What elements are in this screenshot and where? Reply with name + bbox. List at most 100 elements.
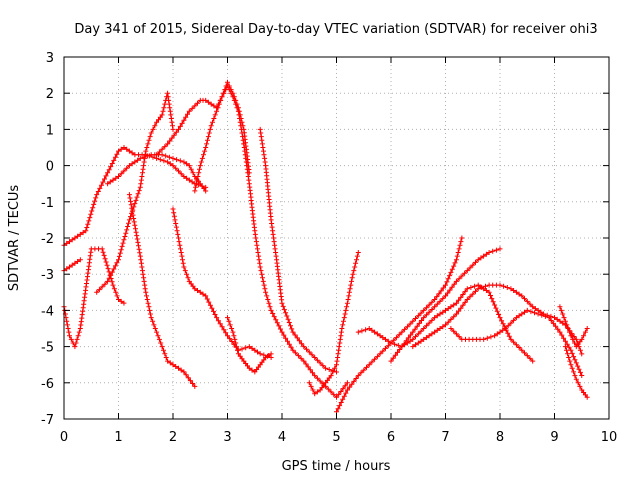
plus-marker bbox=[64, 322, 70, 328]
plus-marker bbox=[519, 347, 525, 353]
plus-marker bbox=[135, 157, 141, 163]
plus-marker bbox=[429, 331, 435, 337]
plus-marker bbox=[80, 230, 86, 236]
plus-marker bbox=[530, 358, 536, 364]
x-tick-label: 9 bbox=[550, 430, 558, 445]
plus-marker bbox=[524, 307, 530, 313]
plus-marker bbox=[500, 321, 506, 327]
plus-marker bbox=[72, 235, 78, 241]
plus-marker bbox=[165, 358, 171, 364]
plus-marker bbox=[97, 185, 103, 191]
plus-marker bbox=[132, 201, 138, 207]
plus-marker bbox=[186, 177, 192, 183]
plus-marker bbox=[493, 247, 499, 253]
plus-marker bbox=[136, 188, 142, 194]
plus-marker bbox=[301, 344, 307, 350]
plus-marker bbox=[579, 336, 585, 342]
plus-marker bbox=[335, 406, 341, 412]
plus-marker bbox=[143, 148, 149, 154]
plus-marker bbox=[147, 311, 153, 317]
plus-marker bbox=[366, 362, 372, 368]
plus-marker bbox=[527, 301, 533, 307]
plus-marker bbox=[155, 333, 161, 339]
plus-marker bbox=[346, 289, 352, 295]
plus-marker bbox=[112, 154, 118, 160]
plus-marker bbox=[136, 246, 142, 252]
plus-marker bbox=[267, 304, 273, 310]
plus-marker bbox=[124, 146, 130, 152]
plus-marker bbox=[449, 284, 455, 290]
plus-marker bbox=[157, 157, 163, 163]
plus-marker bbox=[454, 253, 460, 259]
plus-marker bbox=[458, 239, 464, 245]
plus-marker bbox=[481, 253, 487, 259]
plus-marker bbox=[143, 289, 149, 295]
plus-marker bbox=[296, 338, 302, 344]
plus-marker bbox=[222, 87, 228, 93]
plus-marker bbox=[154, 152, 160, 158]
plus-marker bbox=[560, 320, 566, 326]
plus-marker bbox=[456, 308, 462, 314]
plus-marker bbox=[283, 335, 289, 341]
plus-marker bbox=[440, 296, 446, 302]
plus-marker bbox=[320, 363, 326, 369]
plus-marker bbox=[345, 297, 351, 302]
plus-marker bbox=[566, 355, 572, 360]
plus-marker bbox=[168, 112, 174, 118]
plus-marker bbox=[197, 166, 202, 172]
plus-marker bbox=[558, 307, 564, 313]
plus-marker bbox=[443, 282, 448, 288]
plus-marker bbox=[519, 293, 525, 299]
plus-marker bbox=[550, 320, 556, 326]
plus-marker bbox=[571, 354, 577, 360]
plus-marker bbox=[570, 336, 576, 342]
plus-marker bbox=[110, 177, 116, 183]
plus-marker bbox=[64, 240, 70, 246]
plus-marker bbox=[475, 286, 481, 292]
plus-marker bbox=[188, 166, 194, 172]
plus-marker bbox=[178, 367, 184, 373]
plus-marker bbox=[96, 287, 102, 293]
plus-marker bbox=[455, 250, 461, 255]
plus-marker bbox=[286, 320, 292, 325]
x-tick-label: 6 bbox=[387, 430, 395, 445]
plus-marker bbox=[560, 311, 566, 317]
plus-marker bbox=[128, 202, 134, 208]
plus-marker bbox=[567, 358, 573, 364]
plus-marker bbox=[445, 276, 451, 282]
plus-marker bbox=[228, 87, 234, 93]
plus-marker bbox=[309, 352, 315, 358]
plus-marker bbox=[181, 159, 187, 165]
plus-marker bbox=[233, 97, 239, 103]
plus-marker bbox=[293, 350, 299, 356]
plus-marker bbox=[456, 297, 462, 303]
plus-marker bbox=[500, 327, 506, 333]
plus-marker bbox=[230, 90, 236, 96]
plus-marker bbox=[121, 300, 127, 306]
plus-marker bbox=[87, 215, 93, 221]
plus-marker bbox=[95, 189, 101, 194]
plus-marker bbox=[177, 123, 183, 129]
plus-marker bbox=[167, 138, 173, 144]
plus-marker bbox=[426, 333, 432, 339]
plus-marker bbox=[152, 326, 158, 331]
plus-marker bbox=[142, 286, 148, 292]
plus-marker bbox=[374, 354, 380, 360]
plus-marker bbox=[173, 129, 179, 135]
plus-marker bbox=[310, 370, 315, 376]
plus-marker bbox=[416, 320, 422, 326]
plus-marker bbox=[176, 168, 181, 174]
plus-marker bbox=[383, 336, 388, 342]
plus-marker bbox=[505, 323, 511, 329]
plus-marker bbox=[237, 112, 243, 118]
y-tick-label: -6 bbox=[41, 377, 54, 392]
plus-marker bbox=[290, 347, 296, 353]
plus-marker bbox=[399, 344, 405, 350]
plus-marker bbox=[112, 263, 118, 269]
plus-marker bbox=[169, 119, 175, 125]
plus-marker bbox=[105, 170, 111, 176]
plus-marker bbox=[397, 347, 403, 352]
plus-marker bbox=[349, 381, 355, 387]
plus-marker bbox=[173, 364, 179, 369]
plus-marker bbox=[129, 209, 135, 215]
